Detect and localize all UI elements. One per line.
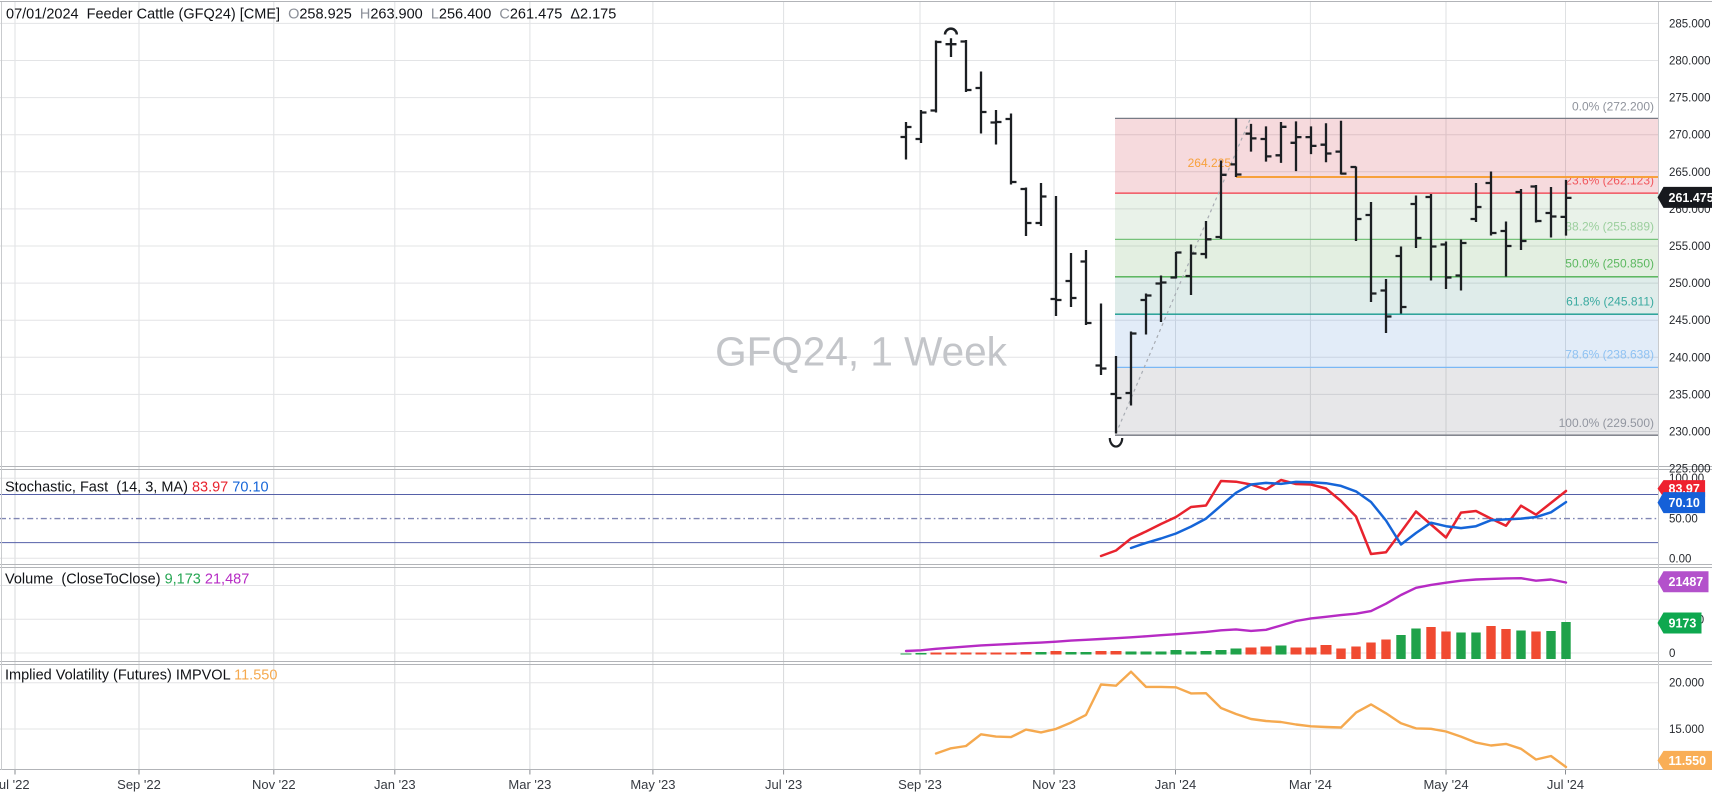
svg-text:0.00: 0.00 <box>1669 553 1691 565</box>
svg-text:255.000: 255.000 <box>1669 241 1711 253</box>
svg-text:Volume (CloseToClose) 9,173 2: Volume (CloseToClose) 9,173 21,487 <box>5 572 249 588</box>
svg-text:07/01/2024 Feeder Cattle (GFQ: 07/01/2024 Feeder Cattle (GFQ24) [CME] O… <box>6 7 616 23</box>
svg-text:Jul '24: Jul '24 <box>1547 777 1584 792</box>
svg-text:Implied Volatility (Futures) I: Implied Volatility (Futures) IMPVOL 11.5… <box>5 668 277 684</box>
svg-text:270.000: 270.000 <box>1669 130 1711 142</box>
svg-text:261.475: 261.475 <box>1669 191 1712 205</box>
svg-text:245.000: 245.000 <box>1669 315 1711 327</box>
svg-text:May '23: May '23 <box>630 777 675 792</box>
svg-text:78.6% (238.638): 78.6% (238.638) <box>1565 348 1654 362</box>
svg-text:Sep '22: Sep '22 <box>117 777 161 792</box>
svg-text:225.000: 225.000 <box>1669 464 1711 476</box>
svg-text:50.00: 50.00 <box>1669 514 1698 526</box>
svg-text:Sep '23: Sep '23 <box>898 777 942 792</box>
svg-text:280.000: 280.000 <box>1669 56 1711 68</box>
svg-text:May '24: May '24 <box>1423 777 1468 792</box>
svg-text:265.000: 265.000 <box>1669 167 1711 179</box>
svg-text:20.000: 20.000 <box>1669 678 1704 690</box>
svg-text:Mar '23: Mar '23 <box>508 777 551 792</box>
svg-text:Nov '23: Nov '23 <box>1032 777 1076 792</box>
svg-text:15.000: 15.000 <box>1669 724 1704 736</box>
svg-text:230.000: 230.000 <box>1669 427 1711 439</box>
svg-text:0.0% (272.200): 0.0% (272.200) <box>1572 100 1654 114</box>
svg-text:Jul '23: Jul '23 <box>765 777 802 792</box>
svg-text:264.225: 264.225 <box>1188 156 1232 170</box>
svg-text:GFQ24, 1 Week: GFQ24, 1 Week <box>715 329 1008 375</box>
svg-text:285.000: 285.000 <box>1669 18 1711 30</box>
svg-text:275.000: 275.000 <box>1669 93 1711 105</box>
svg-text:235.000: 235.000 <box>1669 389 1711 401</box>
svg-text:61.8% (245.811): 61.8% (245.811) <box>1566 295 1654 309</box>
svg-text:Mar '24: Mar '24 <box>1289 777 1332 792</box>
svg-text:11.550: 11.550 <box>1669 754 1707 768</box>
svg-text:0: 0 <box>1669 648 1675 660</box>
svg-text:250.000: 250.000 <box>1669 278 1711 290</box>
svg-text:100.0% (229.500): 100.0% (229.500) <box>1559 416 1654 430</box>
svg-text:70.10: 70.10 <box>1669 496 1700 510</box>
svg-text:21487: 21487 <box>1669 575 1704 589</box>
svg-text:Jan '23: Jan '23 <box>374 777 416 792</box>
svg-text:Stochastic, Fast (14, 3, MA): Stochastic, Fast (14, 3, MA) 83.97 70.10 <box>5 480 269 496</box>
svg-text:Jan '24: Jan '24 <box>1155 777 1197 792</box>
svg-text:Jul '22: Jul '22 <box>0 777 30 792</box>
svg-text:Nov '22: Nov '22 <box>252 777 296 792</box>
svg-text:50.0% (250.850): 50.0% (250.850) <box>1565 257 1654 271</box>
svg-text:9173: 9173 <box>1669 616 1697 630</box>
svg-text:38.2% (255.889): 38.2% (255.889) <box>1565 220 1654 234</box>
svg-text:240.000: 240.000 <box>1669 352 1711 364</box>
svg-text:23.6% (262.123): 23.6% (262.123) <box>1565 174 1654 188</box>
